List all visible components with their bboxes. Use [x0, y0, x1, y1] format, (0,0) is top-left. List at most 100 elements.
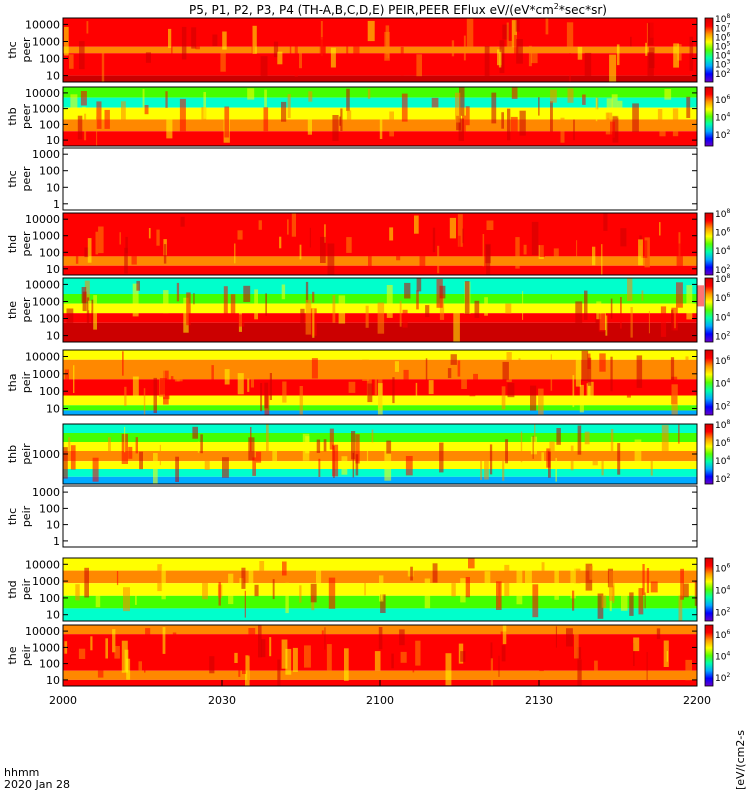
spectrogram-streak: [515, 237, 520, 269]
spectrogram-streak: [659, 120, 666, 137]
spectrogram-streak: [672, 645, 675, 655]
panel-label-species: peer: [20, 166, 33, 192]
colorbar-tick-label: 102: [715, 68, 730, 80]
spectrogram-streak: [332, 444, 339, 477]
y-tick-label: 1000: [32, 148, 60, 161]
spectrogram-streak: [346, 110, 352, 122]
spectrogram-streak: [135, 437, 138, 454]
spectrogram-streak: [87, 238, 92, 263]
spectrogram-streak: [457, 214, 463, 247]
spectrogram-streak: [84, 247, 89, 258]
spectrogram-streak: [277, 51, 283, 65]
y-tick-label: 100: [39, 53, 60, 66]
spectrogram-streak: [321, 37, 325, 62]
spectrogram-streak: [224, 106, 230, 138]
spectrogram-streak: [553, 248, 559, 259]
spectrogram-streak: [161, 565, 166, 600]
spectrogram-streak: [460, 651, 466, 662]
spectrogram-streak: [416, 278, 422, 292]
spectrogram-streak: [554, 567, 559, 600]
spectrogram-streak: [415, 382, 418, 401]
spectrogram-streak: [97, 646, 104, 678]
spectrogram-streak: [416, 290, 419, 310]
spectrogram-streak: [451, 583, 456, 597]
spectrogram-streak: [532, 435, 534, 459]
spectrogram-streak: [238, 650, 241, 677]
y-tick-label: 10: [46, 70, 60, 83]
spectrogram-streak: [371, 429, 374, 443]
spectrogram-streak: [98, 226, 104, 254]
spectrogram-streak: [311, 595, 315, 611]
spectrogram-band: [63, 350, 697, 360]
spectrogram-streak: [263, 107, 269, 132]
y-tick-label: 1: [53, 198, 60, 211]
spectrogram-streak: [463, 35, 466, 61]
spectrogram-streak: [555, 457, 557, 482]
panel-frame: [62, 17, 698, 83]
panel-label-probe: thb: [6, 445, 19, 463]
colorbar-tick-label: 103: [715, 58, 730, 70]
spectrogram-streak: [351, 431, 356, 460]
spectrogram-streak: [383, 54, 389, 74]
spectrogram-streak: [522, 291, 524, 320]
spectrogram-streak: [86, 297, 90, 326]
spectrogram-streak: [364, 580, 366, 596]
panel-label-probe: thc: [6, 170, 19, 187]
spectrogram-streak: [678, 424, 680, 444]
spectrogram-streak: [258, 220, 262, 230]
spectrogram-streak: [516, 39, 523, 64]
spectrogram-streak: [287, 94, 291, 119]
spectrogram-streak: [366, 360, 372, 396]
spectrogram-streak: [456, 115, 461, 131]
spectrogram-streak: [579, 384, 584, 413]
spectrogram-streak: [516, 569, 523, 605]
y-tick-label: 100: [39, 313, 60, 326]
spectrogram-streak: [304, 645, 311, 668]
panel-the-peer: 10000 1000 100 10 the peer 108 106 104 102: [6, 273, 730, 343]
spectrogram-streak: [449, 217, 456, 239]
spectrogram-streak: [461, 363, 467, 389]
colorbar-tick-label: 106: [715, 437, 730, 449]
spectrogram-streak: [596, 301, 602, 320]
spectrogram-streak: [391, 653, 394, 669]
colorbar-tick-label: 102: [715, 129, 730, 141]
spectrogram-streak: [228, 573, 234, 605]
spectrogram-streak: [501, 112, 504, 129]
spectrogram-streak: [673, 43, 679, 68]
spectrogram-streak: [466, 18, 474, 52]
spectrogram-streak: [549, 441, 555, 452]
spectrogram-streak: [247, 660, 250, 681]
spectrogram-streak: [570, 564, 576, 599]
spectrogram-band: [63, 608, 697, 621]
spectrogram-streak: [646, 23, 648, 43]
spectrogram-streak: [294, 43, 298, 77]
spectrogram-streak: [576, 240, 578, 260]
spectrogram-streak: [124, 426, 126, 453]
spectrogram-streak: [664, 89, 672, 100]
spectrogram-streak: [70, 94, 78, 119]
colorbar: [704, 349, 714, 416]
spectrogram-streak: [324, 224, 326, 243]
colorbar-tick-label: 106: [715, 32, 730, 44]
spectrogram-streak: [396, 235, 401, 261]
spectrogram-streak: [671, 309, 674, 342]
panel-thd-peir: 10000 1000 100 10 thd peir 106 104 102: [6, 557, 730, 622]
spectrogram-streak: [269, 637, 272, 657]
spectrogram-streak: [566, 22, 574, 53]
spectrogram-streak: [332, 115, 339, 141]
spectrogram-streak: [556, 428, 561, 445]
spectrogram-streak: [621, 593, 628, 611]
spectrogram-streak: [305, 299, 312, 335]
spectrogram-streak: [203, 92, 206, 119]
colorbar-tick-label: 102: [715, 672, 730, 684]
y-tick-label: 10000: [25, 18, 60, 31]
spectrogram-streak: [450, 354, 457, 365]
spectrogram-streak: [515, 19, 520, 32]
spectrogram-streak: [601, 451, 604, 476]
spectrogram-streak: [498, 51, 502, 68]
spectrogram-streak: [432, 563, 438, 583]
spectrogram-streak: [242, 643, 246, 674]
spectrogram-streak: [96, 116, 98, 146]
spectrogram-streak: [601, 595, 607, 608]
x-tick-label: 2000: [49, 694, 77, 707]
